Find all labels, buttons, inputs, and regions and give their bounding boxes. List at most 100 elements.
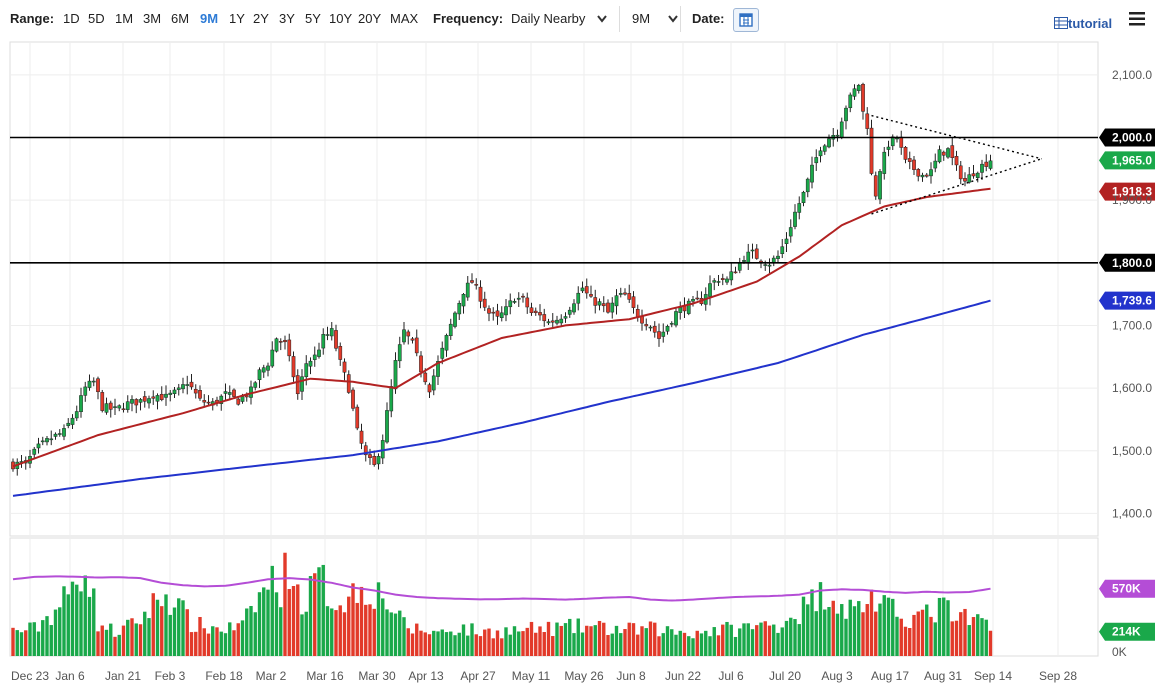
volume-bar (925, 604, 929, 656)
candle-body (661, 331, 666, 337)
volume-bar (704, 630, 708, 656)
volume-bar (66, 594, 70, 656)
candle-body (491, 311, 496, 314)
volume-bar (521, 631, 525, 656)
volume-bar (631, 623, 636, 656)
range-button-2y[interactable]: 2Y (253, 11, 269, 26)
volume-bar (670, 629, 674, 656)
volume-bar (410, 633, 415, 656)
volume-bar (793, 619, 797, 656)
price-tag-label: 1,739.6 (1112, 294, 1152, 308)
range-button-20y[interactable]: 20Y (358, 11, 382, 26)
period-dropdown[interactable]: 9M (632, 11, 678, 26)
candle-body (716, 281, 721, 283)
x-tick-label: Jul 6 (718, 669, 744, 683)
candle-body (725, 278, 729, 283)
volume-bar (449, 631, 453, 656)
hamburger-menu-icon[interactable] (1129, 12, 1145, 26)
volume-bar (249, 605, 253, 656)
volume-bar (351, 583, 355, 656)
range-button-1m[interactable]: 1M (115, 11, 134, 26)
frequency-dropdown[interactable]: Daily Nearby (511, 11, 607, 26)
candle-body (130, 399, 134, 404)
volume-bar (355, 602, 359, 656)
volume-bar (223, 633, 228, 656)
y-tick-label: 1,400.0 (1112, 506, 1152, 520)
candle-body (644, 324, 649, 327)
candle-body (291, 356, 296, 378)
candle-body (903, 146, 908, 160)
range-button-6m[interactable]: 6M (171, 11, 190, 26)
volume-bar (134, 623, 138, 656)
candle-body (848, 94, 853, 109)
volume-bar (279, 607, 283, 656)
volume-bar (861, 612, 865, 656)
candle-body (266, 365, 270, 371)
candle-body (912, 159, 916, 170)
range-button-10y[interactable]: 10Y (329, 11, 353, 26)
candle-body (818, 150, 823, 157)
range-button-1d[interactable]: 1D (63, 11, 80, 26)
candle-body (869, 127, 874, 174)
x-tick-label: Feb 3 (155, 669, 186, 683)
candle-body (797, 203, 802, 213)
candle-body (410, 338, 415, 341)
candle-body (712, 280, 717, 283)
candle-body (852, 88, 857, 97)
candle-body (580, 287, 585, 292)
candle-body (108, 402, 113, 410)
volume-bar (75, 584, 79, 656)
volume-bar (398, 610, 402, 656)
range-button-3m[interactable]: 3M (143, 11, 162, 26)
volume-bar (789, 617, 793, 656)
volume-bar (750, 629, 755, 656)
x-tick-label: Sep 14 (974, 669, 1012, 683)
candle-body (351, 389, 355, 409)
candle-body (559, 318, 564, 324)
candle-body (155, 395, 160, 402)
volume-bar (393, 613, 398, 656)
candle-body (168, 392, 173, 395)
x-tick-label: Apr 13 (408, 669, 444, 683)
volume-bar (691, 638, 695, 656)
candle-body (504, 306, 508, 316)
volume-bar (113, 636, 117, 656)
candle-body (283, 339, 287, 343)
candle-body (691, 299, 695, 302)
x-tick-label: Apr 27 (460, 669, 496, 683)
volume-bar (321, 564, 325, 656)
volume-bar (147, 618, 151, 656)
range-button-5d[interactable]: 5D (88, 11, 105, 26)
volume-bar (929, 616, 933, 656)
range-button-3y[interactable]: 3Y (279, 11, 295, 26)
price-tag (1099, 128, 1155, 147)
volume-average-line (12, 575, 991, 602)
candle-body (389, 386, 394, 412)
volume-bar (228, 622, 232, 656)
candle-body (346, 374, 351, 393)
candle-body (614, 295, 619, 307)
volume-bar (189, 632, 194, 656)
volume-bar (495, 630, 500, 656)
candle-body (631, 296, 636, 308)
volume-bar (381, 598, 385, 656)
candle-body (181, 384, 185, 390)
candle-body (499, 312, 504, 318)
volume-bar (797, 624, 801, 656)
volume-bar (984, 619, 988, 656)
range-button-1y[interactable]: 1Y (229, 11, 245, 26)
range-button-max[interactable]: MAX (390, 11, 419, 26)
volume-bar (674, 634, 678, 656)
candle-body (206, 401, 211, 404)
range-button-5y[interactable]: 5Y (305, 11, 321, 26)
candle-body (788, 227, 793, 237)
date-picker-button[interactable] (733, 8, 759, 32)
candle-body (563, 316, 568, 319)
tutorial-link[interactable]: tutorial (1054, 16, 1112, 31)
volume-bar (79, 591, 83, 656)
candle-body (159, 393, 164, 400)
volume-bar (427, 634, 432, 656)
range-button-9m[interactable]: 9M (200, 11, 219, 26)
candle-body (457, 302, 462, 315)
